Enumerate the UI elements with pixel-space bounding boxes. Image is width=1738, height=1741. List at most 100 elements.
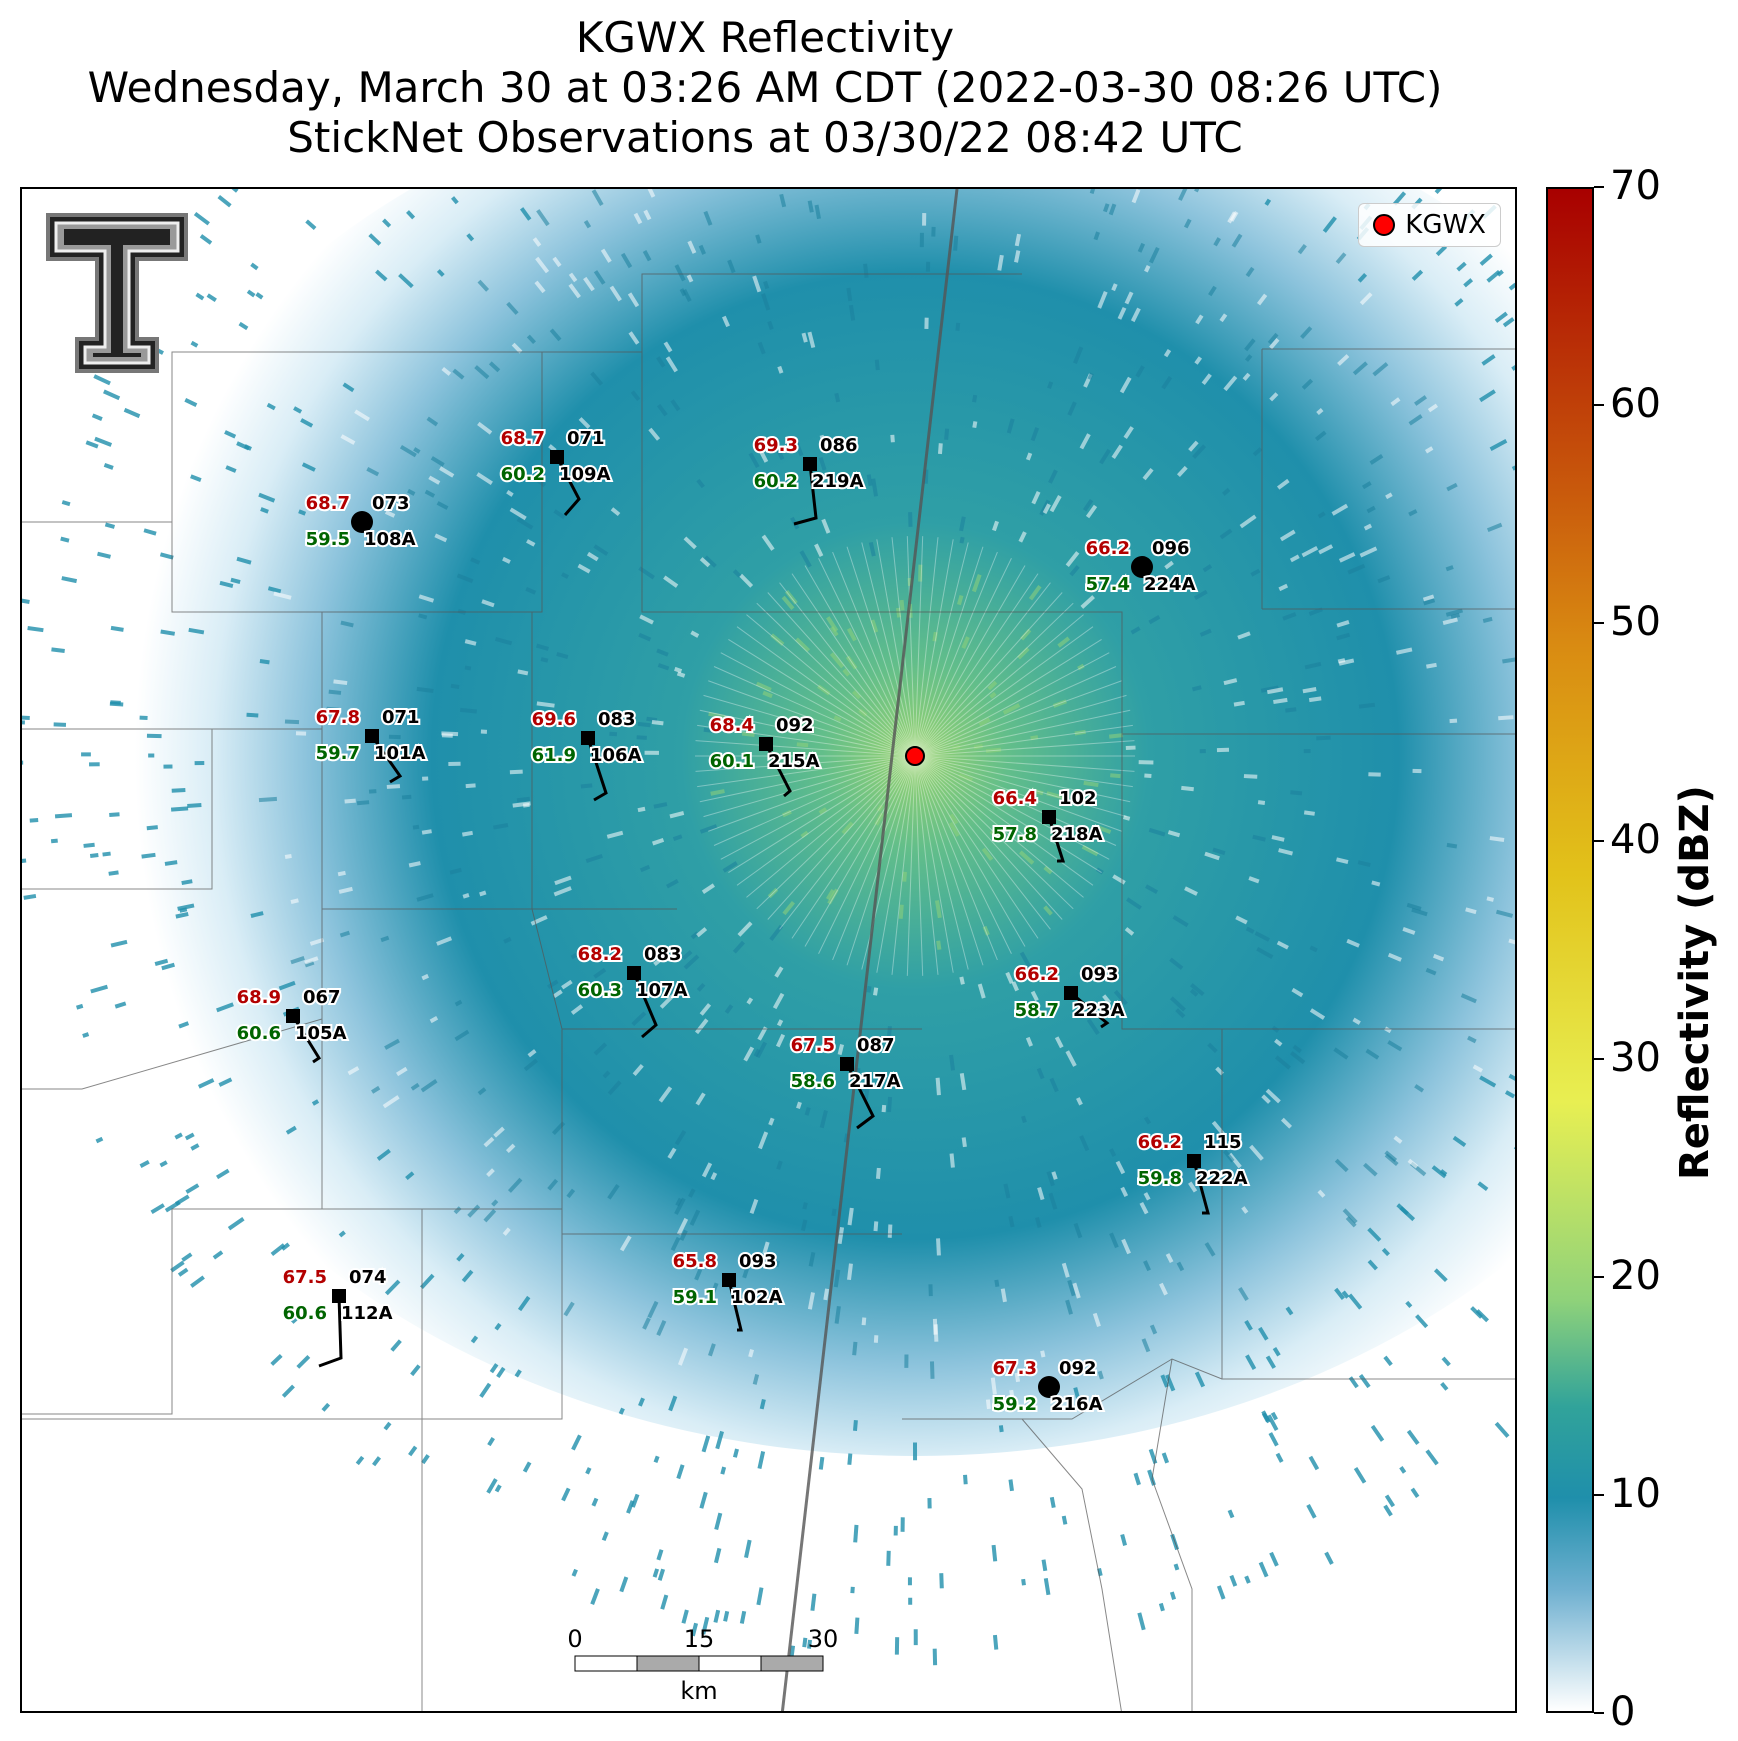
station-name: 102A (731, 1287, 783, 1308)
station-name: 105A (295, 1023, 347, 1044)
scale-tick-15: 15 (684, 1625, 715, 1653)
colorbar-title: Reflectivity (dBZ) (1672, 785, 1718, 1180)
scale-bar: 0 15 30 km (567, 1625, 838, 1705)
chart-subtitle-time: Wednesday, March 30 at 03:26 AM CDT (202… (87, 63, 1443, 112)
station-temp: 68.7 (501, 428, 545, 449)
station-direction: 096 (1152, 538, 1190, 559)
colorbar-tick-mark (1594, 840, 1604, 842)
station-dewpoint: 60.6 (283, 1303, 327, 1324)
station-marker-square (1042, 810, 1056, 824)
station-direction: 086 (820, 435, 858, 456)
colorbar-tick-mark (1594, 404, 1604, 406)
map-legend: KGWX (1358, 203, 1501, 247)
station-dewpoint: 59.1 (673, 1287, 717, 1308)
station-name: 217A (849, 1071, 901, 1092)
station-layer: 68.7 59.5 073 108A 68.7 60.2 071 109A 69.3 60.2 08… (235, 426, 1250, 1417)
station-marker-square (550, 450, 564, 464)
radar-rays (695, 536, 1135, 976)
station-temp: 66.2 (1138, 1132, 1182, 1153)
reflectivity-speckle (22, 189, 1515, 1666)
colorbar-tick-mark (1594, 1712, 1604, 1714)
station-dewpoint: 59.5 (306, 529, 350, 550)
station-dewpoint: 60.2 (754, 471, 798, 492)
scale-tick-30: 30 (808, 1625, 839, 1653)
station-temp: 68.4 (710, 715, 754, 736)
reflectivity-field (55, 189, 1515, 1456)
station-dewpoint: 58.7 (1015, 1000, 1059, 1021)
texas-tech-logo (42, 209, 192, 383)
station-plot: 67.5 60.6 074 112A (281, 1265, 395, 1368)
colorbar-tick-mark (1594, 622, 1604, 624)
station-marker-square (1064, 986, 1078, 1000)
station-dewpoint: 59.2 (993, 1394, 1037, 1415)
station-marker-square (627, 966, 641, 980)
station-plot: 66.2 59.8 115 222A (1136, 1130, 1250, 1215)
station-plot: 67.8 59.7 071 101A (314, 705, 428, 784)
wind-barb (586, 737, 608, 802)
station-plot: 69.3 60.2 086 219A (752, 433, 866, 526)
map-canvas: 68.7 59.5 073 108A 68.7 60.2 071 109A 69.3 60.2 08… (22, 189, 1515, 1711)
wind-barb (632, 972, 658, 1039)
station-marker-circle (1131, 556, 1153, 578)
station-dewpoint: 60.1 (710, 751, 754, 772)
station-name: 108A (364, 529, 416, 550)
station-dewpoint: 59.8 (1138, 1168, 1182, 1189)
station-plot: 68.4 60.1 092 215A (708, 713, 822, 798)
station-marker-circle (351, 511, 373, 533)
state-boundary-line (780, 189, 959, 1711)
station-plot: 66.2 57.4 096 224A (1084, 536, 1198, 597)
station-temp: 68.2 (578, 944, 622, 965)
station-direction: 083 (644, 944, 682, 965)
station-marker-square (759, 737, 773, 751)
station-name: 216A (1051, 1394, 1103, 1415)
radar-map: 68.7 59.5 073 108A 68.7 60.2 071 109A 69.3 60.2 08… (20, 187, 1517, 1713)
station-marker-square (803, 457, 817, 471)
station-dewpoint: 59.7 (316, 743, 360, 764)
station-temp: 68.7 (306, 493, 350, 514)
wind-barb (727, 1279, 743, 1332)
colorbar (1546, 187, 1594, 1713)
station-temp: 67.8 (316, 707, 360, 728)
station-name: 215A (768, 751, 820, 772)
radar-legend-icon (1373, 214, 1396, 236)
county-lines (22, 273, 1515, 1711)
colorbar-tick-mark (1594, 1494, 1604, 1496)
station-marker-square (840, 1057, 854, 1071)
colorbar-tick-label: 50 (1610, 599, 1661, 645)
station-plot: 68.7 59.5 073 108A (304, 491, 418, 552)
radar-site-marker (905, 746, 925, 766)
station-plot: 68.7 60.2 071 109A (499, 426, 613, 516)
station-dewpoint: 58.6 (791, 1071, 835, 1092)
station-marker-square (581, 731, 595, 745)
station-temp: 67.3 (993, 1358, 1037, 1379)
station-marker-circle (1038, 1376, 1060, 1398)
station-temp: 68.9 (237, 987, 281, 1008)
station-direction: 074 (349, 1267, 387, 1288)
wind-barb (1070, 991, 1110, 1029)
colorbar-tick-mark (1594, 1058, 1604, 1060)
colorbar-tick-mark (1594, 186, 1604, 188)
station-name: 109A (559, 464, 611, 485)
legend-label: KGWX (1405, 210, 1486, 240)
station-name: 107A (636, 980, 688, 1001)
wind-barb (555, 456, 581, 516)
wind-barb (845, 1063, 875, 1130)
station-temp: 66.2 (1086, 538, 1130, 559)
wind-barb (793, 463, 818, 526)
station-name: 106A (590, 745, 642, 766)
wind-barb (1047, 816, 1066, 863)
chart-title: KGWX Reflectivity (575, 13, 955, 62)
station-direction: 073 (372, 493, 410, 514)
station-plot: 66.2 58.7 093 223A (1013, 962, 1127, 1029)
station-dewpoint: 57.4 (1086, 574, 1130, 595)
station-direction: 115 (1204, 1132, 1242, 1153)
station-name: 101A (374, 743, 426, 764)
station-direction: 102 (1059, 788, 1097, 809)
wind-barb (318, 1295, 343, 1368)
station-direction: 092 (776, 715, 814, 736)
station-direction: 093 (739, 1251, 777, 1272)
colorbar-tick-label: 10 (1610, 1471, 1661, 1517)
wind-barb (1192, 1160, 1210, 1215)
station-temp: 66.4 (993, 788, 1037, 809)
station-marker-square (1187, 1154, 1201, 1168)
